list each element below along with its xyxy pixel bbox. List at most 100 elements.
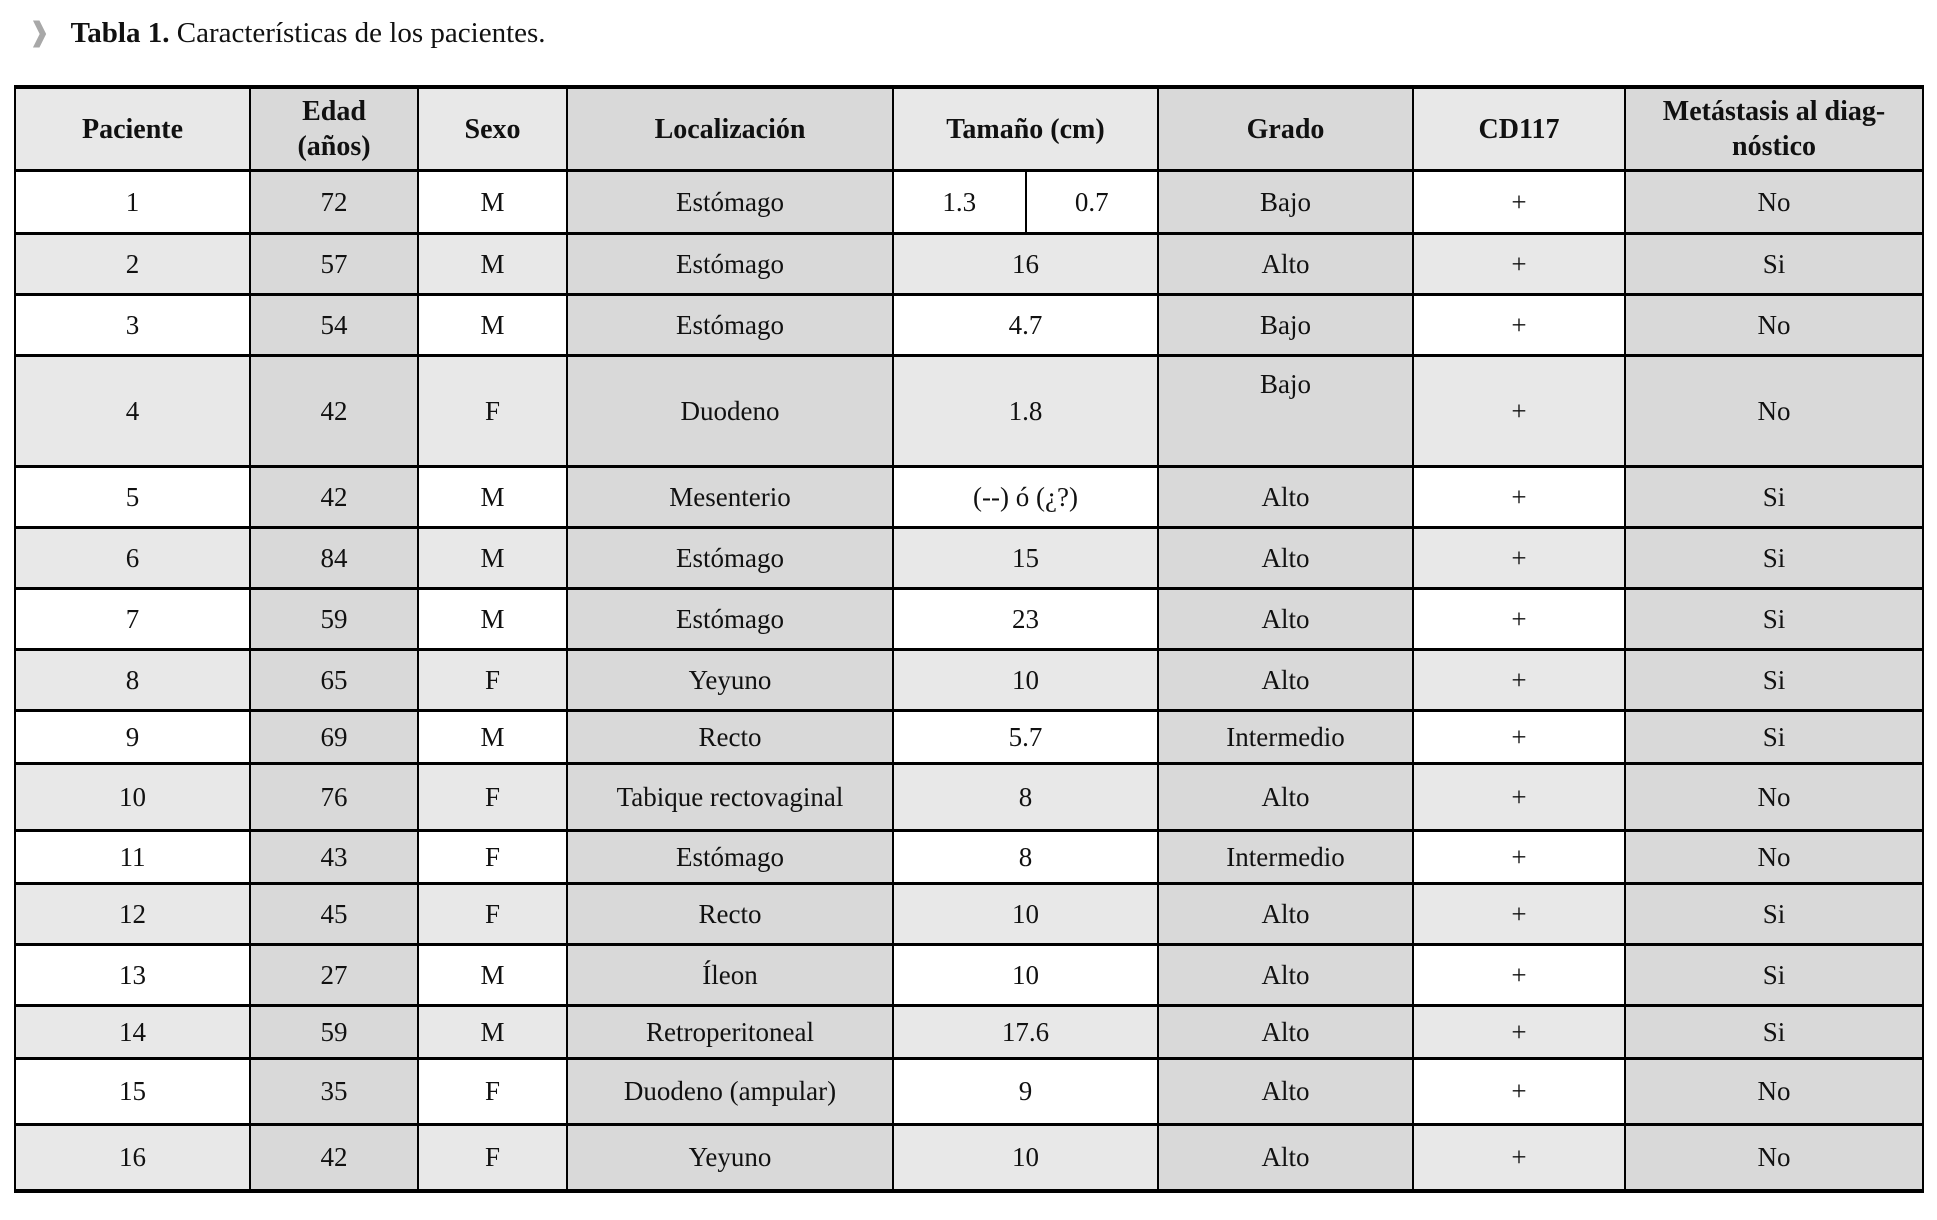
cell-localizacion: Estómago [566,232,894,296]
cell-metastasis: No [1624,1123,1924,1193]
header-cell-paciente: Paciente [14,85,251,172]
cell-sexo: M [417,709,568,765]
cell-grado: Bajo [1157,293,1414,357]
cell-tamano: 4.7 [892,293,1159,357]
cell-grado: Alto [1157,762,1414,832]
cell-paciente: 16 [14,1123,251,1193]
cell-cd117: + [1412,587,1626,651]
cell-metastasis: Si [1624,232,1924,296]
cell-paciente: 10 [14,762,251,832]
cell-sexo: M [417,169,568,235]
cell-paciente: 13 [14,943,251,1007]
cell-localizacion: Íleon [566,943,894,1007]
cell-grado: Alto [1157,1057,1414,1126]
cell-grado: Alto [1157,882,1414,946]
cell-localizacion: Tabique rectovaginal [566,762,894,832]
cell-paciente: 9 [14,709,251,765]
cell-sexo: F [417,1123,568,1193]
cell-cd117: + [1412,293,1626,357]
cell-grado: Alto [1157,648,1414,712]
cell-paciente: 12 [14,882,251,946]
cell-cd117: + [1412,465,1626,529]
cell-localizacion: Estómago [566,169,894,235]
cell-grado: Alto [1157,232,1414,296]
caption-description: Características de los pacientes. [176,17,546,49]
cell-edad: 42 [249,354,419,468]
cell-localizacion: Yeyuno [566,648,894,712]
table-row-1: 1 72 M Estómago 1.3 0.7 Bajo + No [14,169,1924,235]
cell-tamano: 10 [892,882,1159,946]
table-caption: ❱ Tabla 1. Características de los pacien… [28,16,546,51]
cell-paciente: 5 [14,465,251,529]
caption-text: Tabla 1. Características de los paciente… [71,16,546,51]
cell-sexo: M [417,465,568,529]
cell-edad: 54 [249,293,419,357]
cell-metastasis: No [1624,169,1924,235]
header-label: Localización [654,113,806,145]
header-cell-edad: Edad (años) [249,85,419,172]
cell-sexo: M [417,943,568,1007]
table-row-15: 15 35 F Duodeno (ampular) 9 Alto + No [14,1057,1924,1126]
cell-localizacion: Duodeno (ampular) [566,1057,894,1126]
table-row-10: 10 76 F Tabique rectovaginal 8 Alto + No [14,762,1924,832]
cell-metastasis: Si [1624,526,1924,590]
header-cell-cd117: CD117 [1412,85,1626,172]
cell-metastasis: No [1624,762,1924,832]
cell-metastasis: No [1624,829,1924,885]
cell-sexo: M [417,526,568,590]
caption-marker-icon: ❱ [28,17,51,48]
cell-sexo: F [417,829,568,885]
cell-sexo: F [417,1057,568,1126]
table-row-2: 2 57 M Estómago 16 Alto + Si [14,232,1924,296]
cell-metastasis: No [1624,293,1924,357]
cell-edad: 76 [249,762,419,832]
cell-edad: 59 [249,1004,419,1060]
caption-label: Tabla 1. [70,17,170,49]
cell-edad: 43 [249,829,419,885]
cell-cd117: + [1412,526,1626,590]
cell-tamano: 23 [892,587,1159,651]
header-label: Edad [302,96,366,127]
cell-edad: 42 [249,1123,419,1193]
header-label: Paciente [81,113,184,145]
cell-tamano: 10 [892,943,1159,1007]
cell-sexo: F [417,882,568,946]
header-cell-grado: Grado [1157,85,1414,172]
cell-grado: Alto [1157,587,1414,651]
header-label: CD117 [1478,113,1560,145]
cell-paciente: 7 [14,587,251,651]
cell-localizacion: Estómago [566,526,894,590]
tamano-sub-value: 0.7 [1074,186,1109,217]
cell-localizacion: Duodeno [566,354,894,468]
cell-edad: 59 [249,587,419,651]
cell-tamano: 10 [892,648,1159,712]
patients-table-container: Paciente Edad (años) Sexo Localización Tamaño… [14,85,1924,1193]
cell-localizacion: Recto [566,709,894,765]
header-cell-localizacion: Localización [566,85,894,172]
table-row-3: 3 54 M Estómago 4.7 Bajo + No [14,293,1924,357]
table-row-6: 6 84 M Estómago 15 Alto + Si [14,526,1924,590]
cell-metastasis: No [1624,354,1924,468]
header-label: (años) [297,131,371,162]
cell-sexo: M [417,1004,568,1060]
cell-tamano: 15 [892,526,1159,590]
table-row-7: 7 59 M Estómago 23 Alto + Si [14,587,1924,651]
cell-metastasis: No [1624,1057,1924,1126]
cell-cd117: + [1412,709,1626,765]
cell-localizacion: Estómago [566,587,894,651]
cell-paciente: 3 [14,293,251,357]
cell-metastasis: Si [1624,648,1924,712]
cell-localizacion: Recto [566,882,894,946]
cell-localizacion: Estómago [566,293,894,357]
cell-grado: Alto [1157,943,1414,1007]
cell-paciente: 1 [14,169,251,235]
cell-metastasis: Si [1624,882,1924,946]
cell-metastasis: Si [1624,1004,1924,1060]
table-row-13: 13 27 M Íleon 10 Alto + Si [14,943,1924,1007]
cell-tamano: 8 [892,829,1159,885]
cell-grado: Bajo [1157,354,1414,468]
cell-paciente: 6 [14,526,251,590]
header-row: Paciente Edad (años) Sexo Localización Tamaño… [14,85,1924,172]
cell-edad: 45 [249,882,419,946]
